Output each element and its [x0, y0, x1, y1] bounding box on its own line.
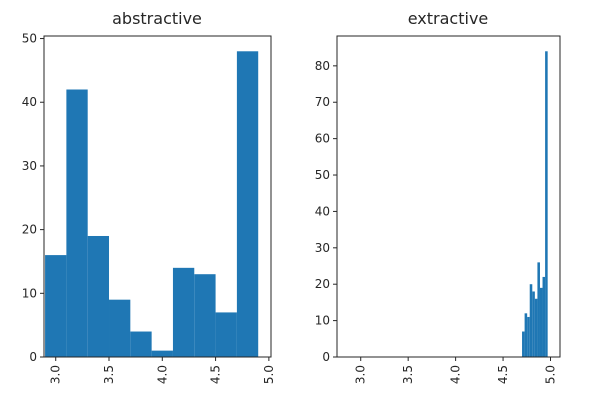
extractive-x-tick-label-2: 4.0 — [449, 365, 463, 384]
abstractive-bar-9 — [236, 51, 259, 358]
extractive-y-tick-label-6: 60 — [315, 132, 330, 146]
extractive-y-tick-label-3: 30 — [315, 241, 330, 255]
abstractive-axes-frame — [43, 35, 272, 358]
extractive-x-tick-label-3: 4.5 — [496, 365, 510, 384]
extractive-bar-1 — [524, 313, 528, 357]
abstractive-x-tick-label-2: 4.0 — [155, 365, 169, 384]
extractive-bar-2 — [527, 316, 530, 357]
abstractive-x-tick-label-0: 3.0 — [49, 365, 63, 384]
extractive-y-tick-label-7: 70 — [315, 95, 330, 109]
extractive-axes-frame — [336, 35, 561, 358]
extractive-y-tick-label-5: 50 — [315, 168, 330, 182]
abstractive-bar-5 — [151, 350, 173, 357]
abstractive-bar-0 — [45, 255, 67, 357]
abstractive-y-tick-label-4: 40 — [22, 95, 37, 109]
extractive-bar-3 — [529, 284, 533, 357]
abstractive-x-tick-label-4: 5.0 — [262, 365, 276, 384]
extractive-x-tick-label-1: 3.5 — [401, 365, 415, 384]
extractive-bar-9 — [545, 51, 548, 358]
abstractive-chart-title: abstractive — [112, 9, 202, 28]
abstractive-bar-2 — [87, 235, 110, 357]
abstractive-y-tick-label-2: 20 — [22, 223, 37, 237]
extractive-y-tick-label-8: 80 — [315, 59, 330, 73]
abstractive-x-tick-label-3: 4.5 — [209, 365, 223, 384]
extractive-bar-5 — [534, 298, 538, 357]
abstractive-bar-8 — [215, 312, 237, 357]
extractive-y-tick-label-1: 10 — [315, 314, 330, 328]
extractive-bar-7 — [539, 287, 543, 357]
abstractive-x-tick-label-1: 3.5 — [102, 365, 116, 384]
abstractive-histogram-panel: abstractive 0 10 20 30 40 50 3.0 3.5 4.0 4.5 5.0 — [22, 9, 276, 384]
abstractive-bar-4 — [130, 331, 152, 357]
extractive-bar-4 — [532, 291, 535, 357]
extractive-histogram-panel: extractive 0 10 20 30 40 50 60 70 80 3.0 3.5 4.0 4.5… — [315, 9, 561, 384]
abstractive-bar-1 — [66, 89, 88, 357]
extractive-x-tick-label-0: 3.0 — [354, 365, 368, 384]
abstractive-bar-7 — [194, 274, 216, 357]
abstractive-y-tick-label-0: 0 — [29, 350, 37, 364]
abstractive-bar-3 — [109, 299, 131, 357]
extractive-y-tick-label-0: 0 — [322, 350, 330, 364]
abstractive-y-tick-label-1: 10 — [22, 286, 37, 300]
extractive-bar-0 — [522, 331, 525, 357]
abstractive-bar-6 — [172, 267, 195, 357]
extractive-bar-8 — [542, 276, 546, 357]
extractive-x-tick-label-4: 5.0 — [544, 365, 558, 384]
extractive-chart-title: extractive — [408, 9, 489, 28]
abstractive-y-tick-label-3: 30 — [22, 159, 37, 173]
extractive-bar-6 — [537, 262, 540, 357]
extractive-y-tick-label-2: 20 — [315, 277, 330, 291]
extractive-y-tick-label-4: 40 — [315, 204, 330, 218]
abstractive-y-tick-label-5: 50 — [22, 32, 37, 46]
